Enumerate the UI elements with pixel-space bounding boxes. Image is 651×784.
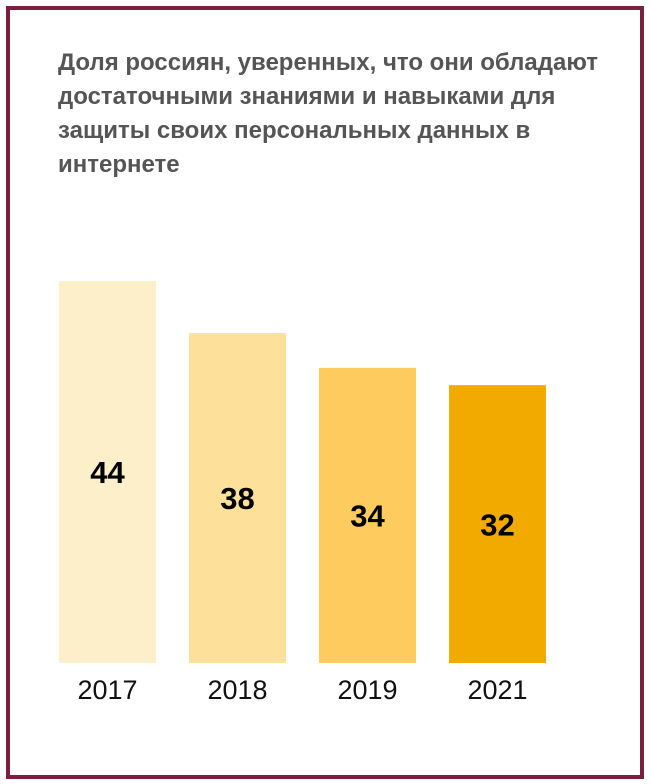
value-label: 44 <box>90 455 125 490</box>
frame <box>6 6 644 779</box>
x-tick-label: 2017 <box>77 675 137 705</box>
bar <box>189 333 286 663</box>
value-label: 38 <box>220 481 254 516</box>
bar <box>449 385 546 663</box>
bar <box>319 367 416 663</box>
x-tick-label: 2021 <box>467 675 527 705</box>
value-label: 32 <box>480 507 514 542</box>
bar <box>59 281 156 663</box>
value-label: 34 <box>350 499 385 534</box>
x-tick-label: 2018 <box>207 675 267 705</box>
x-tick-label: 2019 <box>337 675 397 705</box>
chart-title: Доля россиян, уверенных, что они обладаю… <box>58 49 598 178</box>
